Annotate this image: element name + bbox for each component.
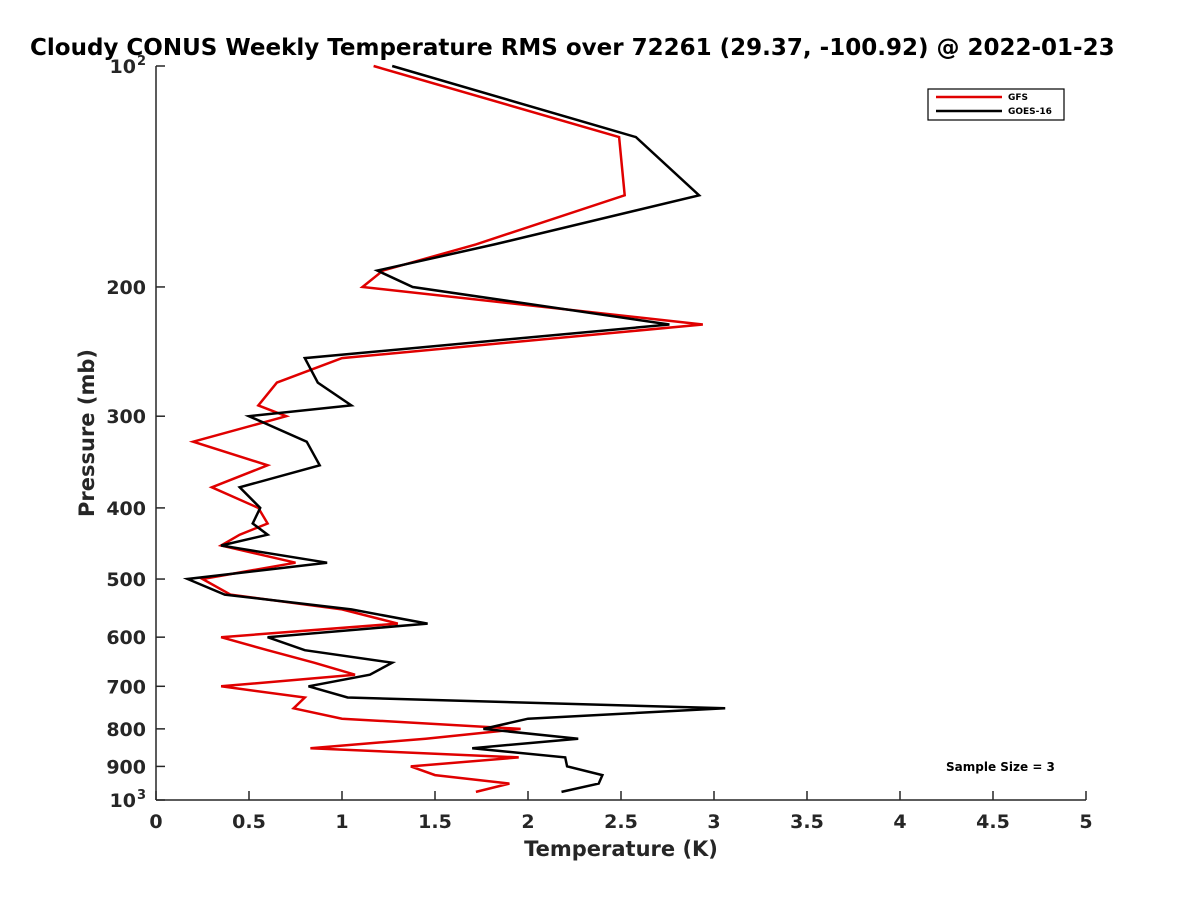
y-tick-label: 600 — [106, 627, 146, 649]
y-tick-label: 800 — [106, 719, 146, 741]
y-tick-label: 10 — [110, 56, 136, 78]
x-tick-label: 2 — [521, 811, 534, 833]
legend-box — [927, 88, 1065, 121]
chart-title: Cloudy CONUS Weekly Temperature RMS over… — [30, 35, 1115, 61]
y-tick-label: 300 — [106, 406, 146, 428]
y-tick-label: 700 — [106, 676, 146, 698]
x-tick-label: 1 — [335, 811, 348, 833]
y-tick-label: 500 — [106, 569, 146, 591]
y-axis-title: Pressure (mb) — [75, 349, 99, 517]
x-tick-label: 3 — [707, 811, 720, 833]
x-tick-label: 0.5 — [232, 811, 266, 833]
legend-label-gfs: GFS — [1008, 93, 1028, 103]
legend: GFS GOES-16 — [927, 88, 1065, 121]
x-tick-label: 4.5 — [976, 811, 1010, 833]
sample-size-annotation: Sample Size = 3 — [946, 760, 1055, 774]
y-tick-label: 10 — [110, 790, 136, 812]
x-tick-label: 0 — [149, 811, 162, 833]
legend-label-goes16: GOES-16 — [1008, 107, 1052, 117]
x-tick-label: 5 — [1079, 811, 1092, 833]
y-tick-label: 900 — [106, 756, 146, 778]
x-tick-label: 2.5 — [604, 811, 638, 833]
y-tick-exponent: 3 — [137, 788, 146, 803]
y-tick-label: 200 — [106, 277, 146, 299]
series-line-gfs — [188, 64, 703, 794]
y-tick-exponent: 2 — [137, 54, 146, 69]
x-tick-label: 4 — [893, 811, 906, 833]
series-line-goes16 — [182, 64, 726, 794]
x-axis-title: Temperature (K) — [524, 837, 718, 861]
plot-area — [182, 64, 726, 794]
y-tick-label: 400 — [106, 498, 146, 520]
x-tick-label: 3.5 — [790, 811, 824, 833]
x-axis-ticks: 0 0.5 1 1.5 2 2.5 3 3.5 4 4.5 5 — [149, 791, 1093, 833]
x-tick-label: 1.5 — [418, 811, 452, 833]
